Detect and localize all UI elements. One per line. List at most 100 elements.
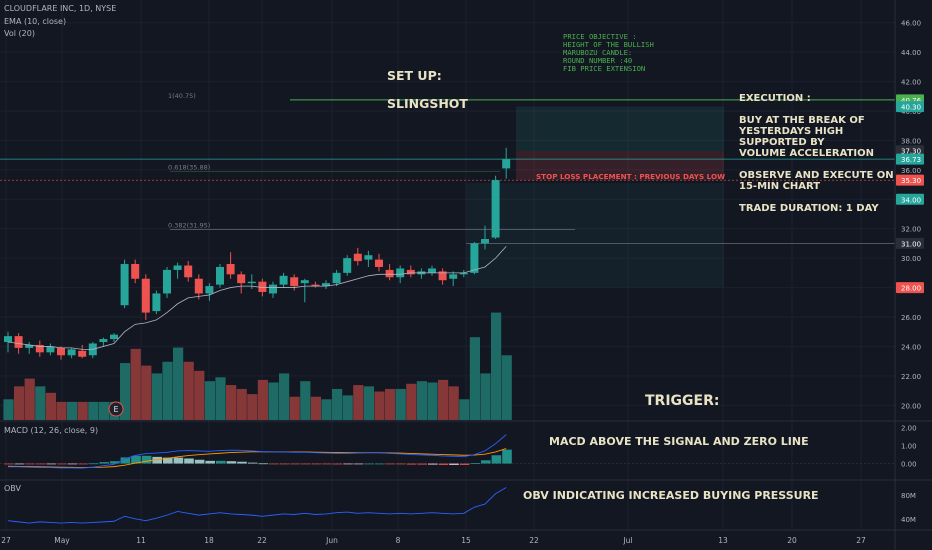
- macd-histogram-bar: [417, 463, 427, 465]
- volume-bar: [300, 381, 311, 420]
- price-tag-box: [896, 237, 924, 249]
- macd-histogram-bar: [173, 457, 184, 464]
- price-tag-box: [896, 193, 924, 205]
- candle-body: [163, 269, 171, 294]
- time-label: 27: [1, 536, 11, 545]
- candle-body: [120, 264, 129, 306]
- candle-body: [459, 272, 468, 275]
- volume-bar: [35, 386, 46, 420]
- price-axis[interactable]: 46.0044.0042.0040.0038.0036.0034.0032.00…: [896, 20, 924, 524]
- obv-legend[interactable]: OBV: [4, 484, 22, 493]
- candle: [481, 225, 489, 250]
- volume-bar: [491, 312, 502, 420]
- execution-line: 15-MIN CHART: [739, 181, 821, 192]
- volume-bar: [459, 399, 470, 420]
- loss-zone: [516, 150, 724, 181]
- candle-body: [502, 159, 511, 169]
- macd-line: [8, 434, 507, 469]
- macd-histogram-bar: [110, 461, 120, 464]
- macd-histogram-bar: [311, 463, 321, 465]
- price-objective-note: PRICE OBJECTIVE : HEIGHT OF THE BULLISH MA…: [563, 33, 654, 73]
- macd-histogram-bar: [237, 461, 247, 464]
- time-axis[interactable]: 27 May 11 18 22 Jun 8 15 22 Jul 13 20 27: [1, 536, 866, 545]
- candle: [205, 283, 214, 301]
- fib-label: 0.382(31.95): [168, 221, 210, 229]
- time-label: 11: [136, 536, 146, 545]
- ema-legend[interactable]: EMA (10, close): [4, 17, 67, 26]
- earnings-marker-label: E: [113, 405, 118, 414]
- macd-histogram-bar: [78, 463, 88, 465]
- macd-histogram-bar: [290, 463, 300, 465]
- candle: [502, 147, 511, 179]
- fib-label: 1(40.75): [168, 92, 196, 100]
- volume-bar: [279, 373, 290, 420]
- candle: [279, 272, 288, 288]
- macd-histogram-bar: [131, 455, 141, 464]
- price-tag: 40.76: [901, 97, 922, 105]
- macd-pane: [0, 434, 895, 469]
- macd-legend[interactable]: MACD (12, 26, close, 9): [4, 426, 99, 435]
- candle-body: [396, 268, 405, 278]
- candle-body: [216, 266, 224, 285]
- candle-body: [438, 271, 447, 281]
- candle-body: [141, 278, 150, 313]
- candle-body: [311, 284, 320, 287]
- price-objective-line: ROUND NUMBER :40: [563, 56, 633, 65]
- macd-histogram-bar: [438, 463, 449, 465]
- price-tag-box: [896, 174, 924, 186]
- vol-legend[interactable]: Vol (20): [4, 29, 35, 38]
- volume-bar: [98, 401, 109, 420]
- volume-bar: [77, 401, 88, 420]
- candle-body: [4, 336, 12, 343]
- price-tick: 32.00: [901, 226, 921, 234]
- macd-histogram-bar: [470, 463, 480, 464]
- candle: [438, 268, 447, 285]
- volume-bar: [162, 361, 173, 420]
- candle-body: [375, 259, 383, 267]
- price-tick: 30.00: [901, 255, 921, 263]
- candle: [300, 278, 309, 303]
- macd-histogram-bar: [258, 463, 268, 465]
- candle: [353, 247, 362, 266]
- candle-body: [343, 258, 352, 273]
- macd-histogram-bar: [35, 463, 46, 465]
- volume-bar: [406, 383, 417, 420]
- candle: [173, 262, 182, 279]
- execution-line: [739, 159, 894, 170]
- candle: [141, 274, 150, 320]
- macd-histogram-bar: [481, 460, 491, 464]
- candle-body: [364, 255, 373, 260]
- earnings-marker[interactable]: E: [108, 401, 124, 417]
- candle: [247, 274, 256, 290]
- volume-bar: [151, 373, 162, 420]
- candle-body: [353, 253, 362, 262]
- profit-zone: [516, 106, 724, 151]
- time-label: 18: [204, 536, 214, 545]
- candle: [184, 261, 193, 282]
- volume-bar: [183, 361, 194, 420]
- macd-histogram-bar: [428, 463, 438, 465]
- candle: [226, 252, 235, 279]
- candle-body: [332, 272, 341, 284]
- candle-body: [57, 347, 65, 356]
- execution-line: [739, 104, 894, 115]
- volume-bar: [374, 391, 385, 420]
- swing-zone: [466, 183, 724, 288]
- macd-histogram-bar: [459, 463, 470, 465]
- time-label: Jun: [325, 536, 338, 545]
- volume-bars: [3, 312, 512, 420]
- candle: [78, 344, 87, 359]
- macd-histogram-bar: [67, 463, 78, 465]
- symbol-title[interactable]: CLOUDFLARE INC, 1D, NYSE: [4, 4, 117, 13]
- execution-line: BUY AT THE BREAK OF: [739, 115, 865, 126]
- time-label: 8: [396, 536, 401, 545]
- execution-line: [739, 192, 894, 203]
- macd-histogram-bar: [194, 459, 205, 464]
- macd-histogram-bar: [364, 463, 374, 465]
- price-tag-box: [896, 101, 924, 113]
- time-label: 27: [856, 536, 866, 545]
- trade-zones: [466, 106, 724, 288]
- candle: [449, 271, 458, 287]
